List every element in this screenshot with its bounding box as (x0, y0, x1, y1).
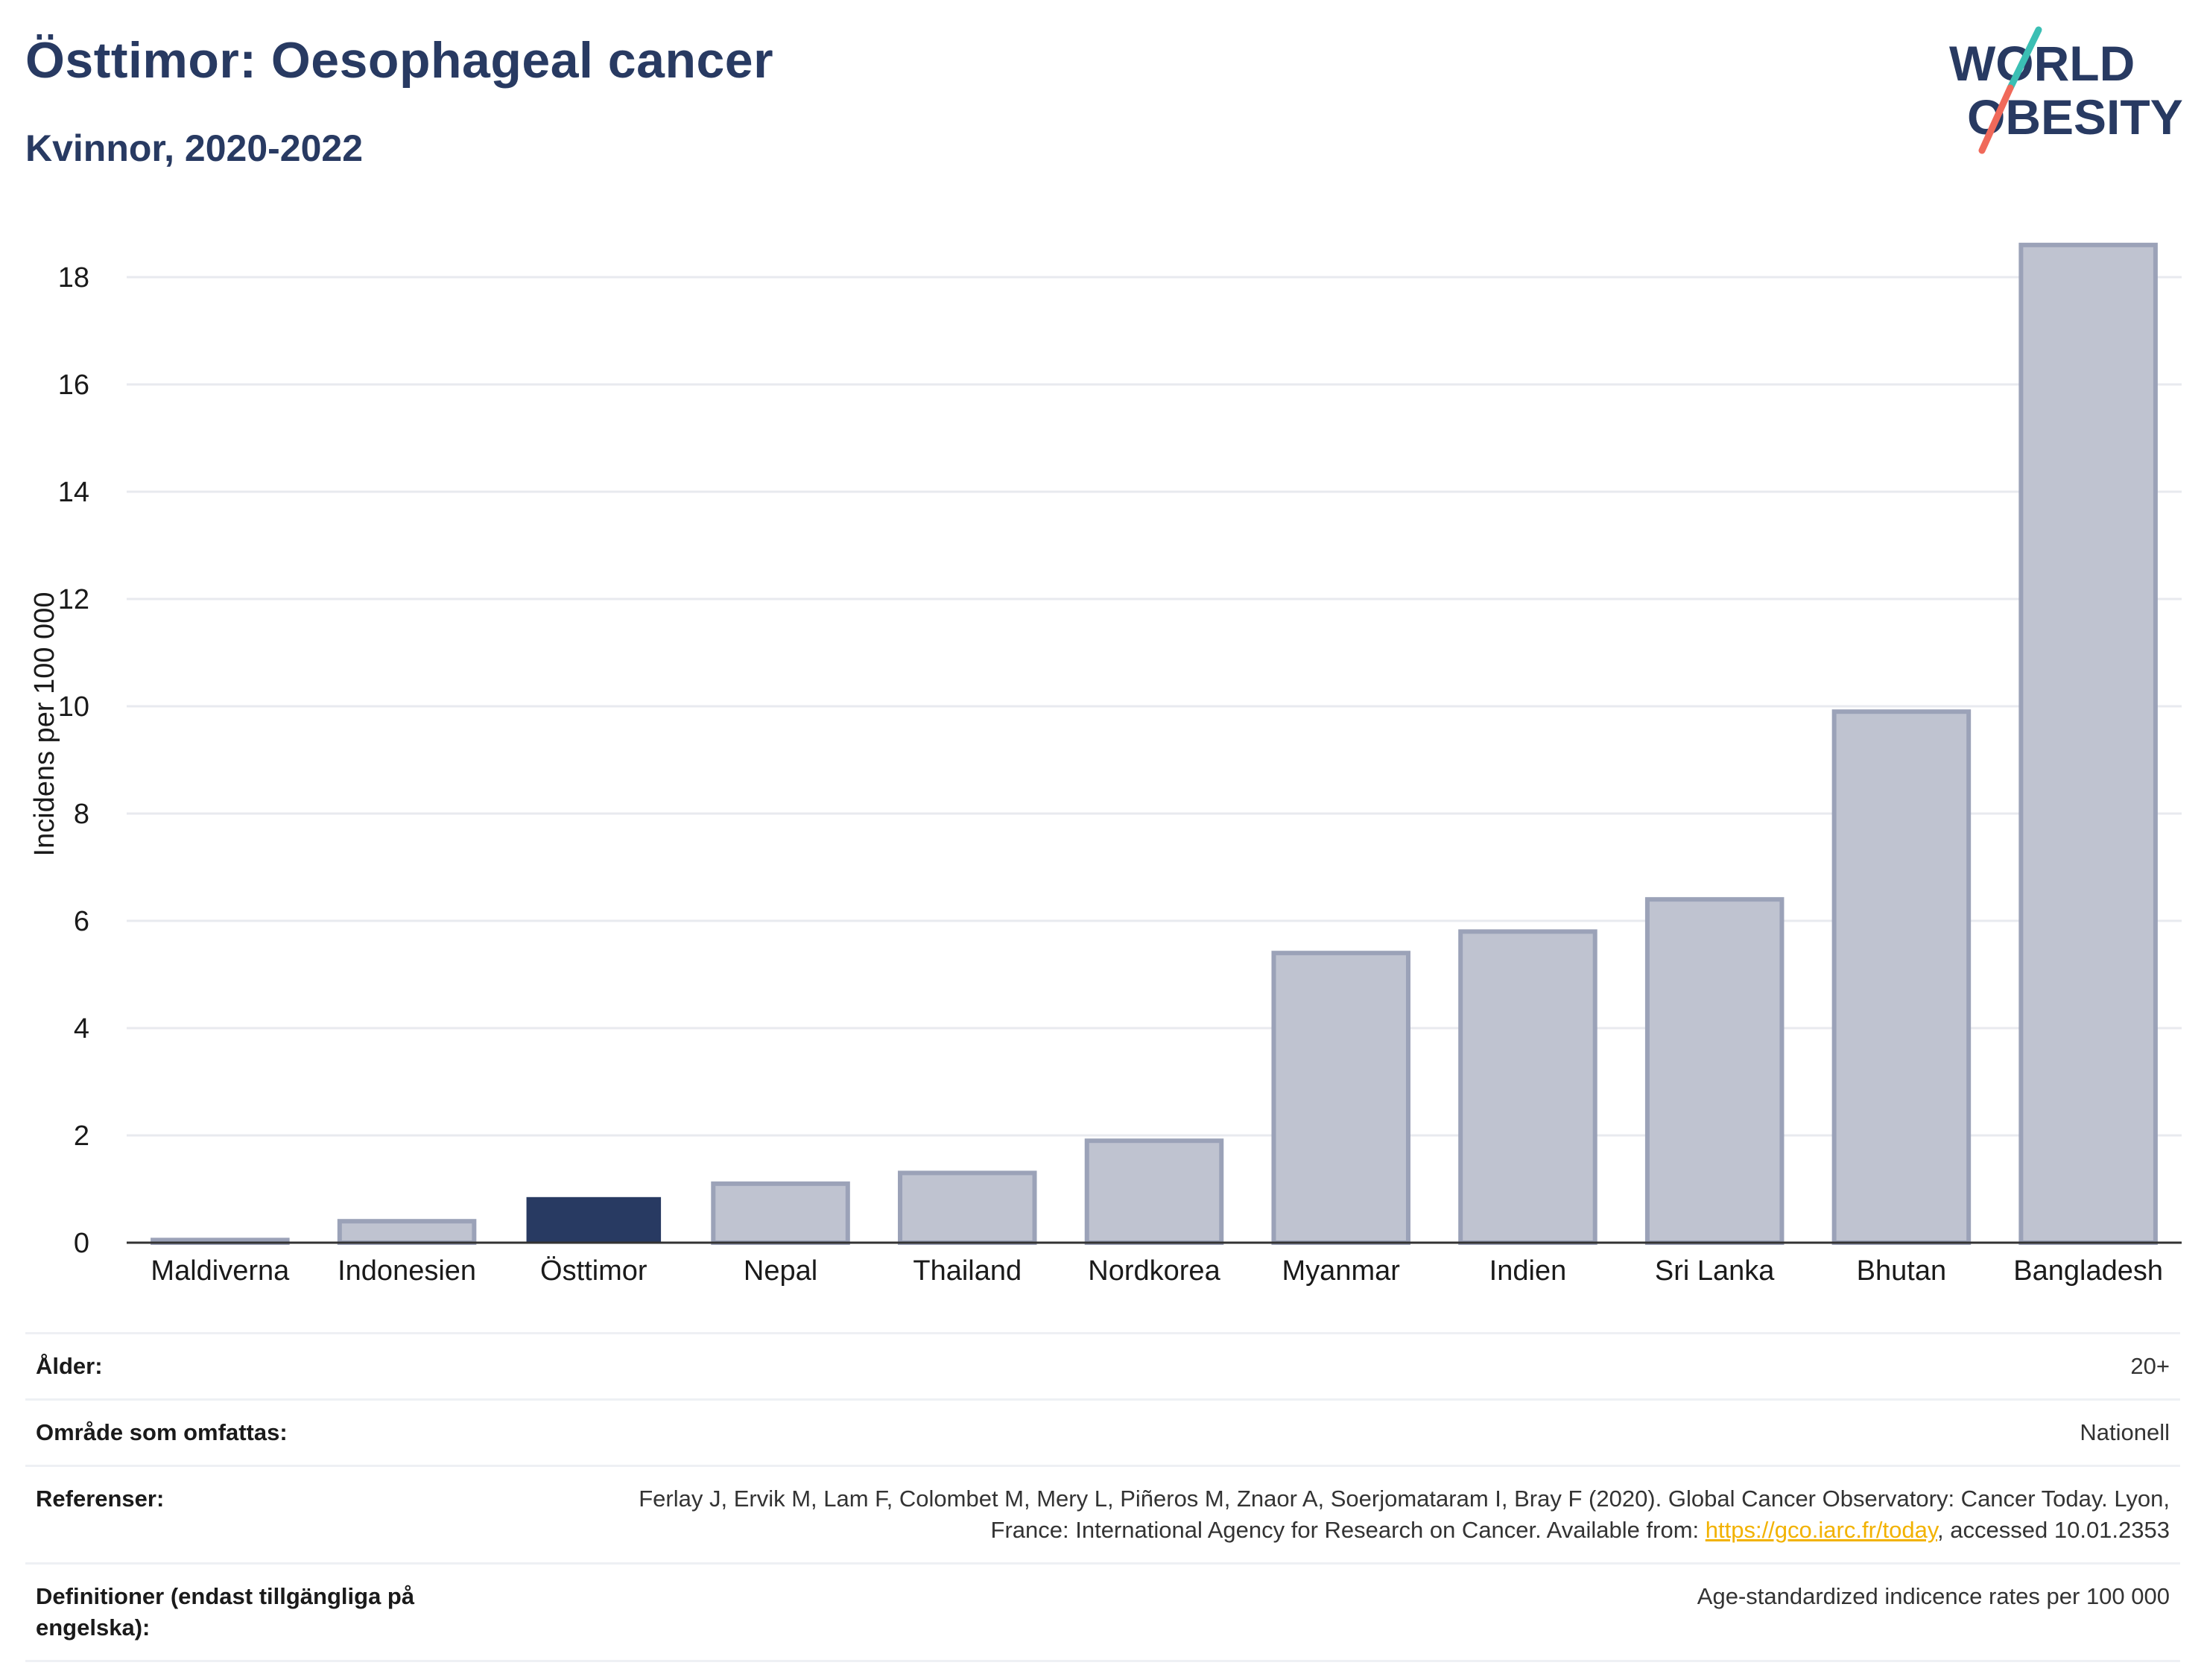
axis-layer: 0 2 4 6 8 10 12 14 16 18 Maldiverna Indonesien Östti… (58, 262, 2182, 1287)
logo-line1: WORLD (1949, 36, 2135, 91)
y-tick-label: 6 (74, 906, 89, 937)
bar-östtimor (526, 1196, 662, 1243)
y-tick-label: 10 (58, 691, 89, 723)
bar-nordkorea (1084, 1138, 1224, 1245)
bar-chart: 0 2 4 6 8 10 12 14 16 18 Maldiverna Indonesien Östti… (29, 242, 2182, 1287)
meta-row-definitions: Definitioner (endast tillgängliga på eng… (25, 1562, 2180, 1662)
world-obesity-logo: WORLD OBESITY (1949, 26, 2183, 154)
meta-value: 20+ (2130, 1353, 2170, 1379)
x-tick-label: Nepal (744, 1255, 817, 1287)
meta-label: Område som omfattas: (36, 1419, 288, 1445)
x-tick-label: Sri Lanka (1655, 1255, 1775, 1287)
x-tick-label: Indien (1489, 1255, 1567, 1287)
logo-slash-teal (2007, 26, 2042, 92)
meta-label: Ålder: (36, 1353, 103, 1379)
y-tick-label: 14 (58, 477, 89, 508)
meta-row-area: Område som omfattas: Nationell (25, 1398, 2180, 1465)
x-tick-label: Maldiverna (151, 1255, 290, 1287)
x-tick-label: Myanmar (1282, 1255, 1401, 1287)
x-tick-label: Indonesien (338, 1255, 476, 1287)
bar-thailand (898, 1170, 1037, 1246)
meta-value: Ferlay J, Ervik M, Lam F, Colombet M, Me… (568, 1483, 2170, 1546)
meta-value: Nationell (2080, 1419, 2170, 1445)
y-tick-label: 2 (74, 1120, 89, 1152)
meta-value: Age-standardized indicence rates per 100… (1697, 1583, 2170, 1609)
x-tick-label: Bhutan (1857, 1255, 1946, 1287)
bar-sri-lanka (1644, 897, 1785, 1245)
bar-indonesien (337, 1219, 477, 1245)
x-tick-label: Bangladesh (2013, 1255, 2163, 1287)
y-axis-label: Incidens per 100 000 (29, 592, 60, 857)
reference-text: Ferlay J, Ervik M, Lam F, Colombet M, Me… (639, 1486, 2170, 1543)
bars-layer (151, 242, 2158, 1246)
bar-indien (1458, 929, 1597, 1246)
reference-accessed: , accessed 10.01.2353 (1937, 1517, 2170, 1543)
meta-label: Referenser: (36, 1486, 165, 1512)
meta-label: Definitioner (endast tillgängliga på eng… (36, 1583, 415, 1641)
meta-row-references: Referenser: Ferlay J, Ervik M, Lam F, Co… (25, 1465, 2180, 1562)
y-tick-label: 12 (58, 584, 89, 615)
page-subtitle: Kvinnor, 2020-2022 (25, 127, 364, 169)
y-tick-label: 0 (74, 1228, 89, 1259)
page-title: Östtimor: Oesophageal cancer (25, 32, 774, 89)
reference-link[interactable]: https://gco.iarc.fr/today (1705, 1517, 1938, 1543)
y-tick-label: 18 (58, 262, 89, 294)
bar-bangladesh (2018, 242, 2158, 1245)
y-tick-label: 4 (74, 1013, 89, 1045)
x-tick-label: Östtimor (540, 1255, 647, 1287)
x-tick-label: Thailand (913, 1255, 1022, 1287)
metadata-table: Ålder: 20+ Område som omfattas: Nationel… (25, 1332, 2180, 1662)
y-tick-label: 16 (58, 370, 89, 401)
meta-row-age: Ålder: 20+ (25, 1332, 2180, 1398)
bar-bhutan (1831, 709, 1972, 1245)
logo-slash-coral (1978, 84, 2014, 154)
x-tick-label: Nordkorea (1088, 1255, 1220, 1287)
bar-myanmar (1271, 951, 1410, 1245)
bar-nepal (711, 1181, 850, 1246)
y-tick-label: 8 (74, 799, 89, 830)
